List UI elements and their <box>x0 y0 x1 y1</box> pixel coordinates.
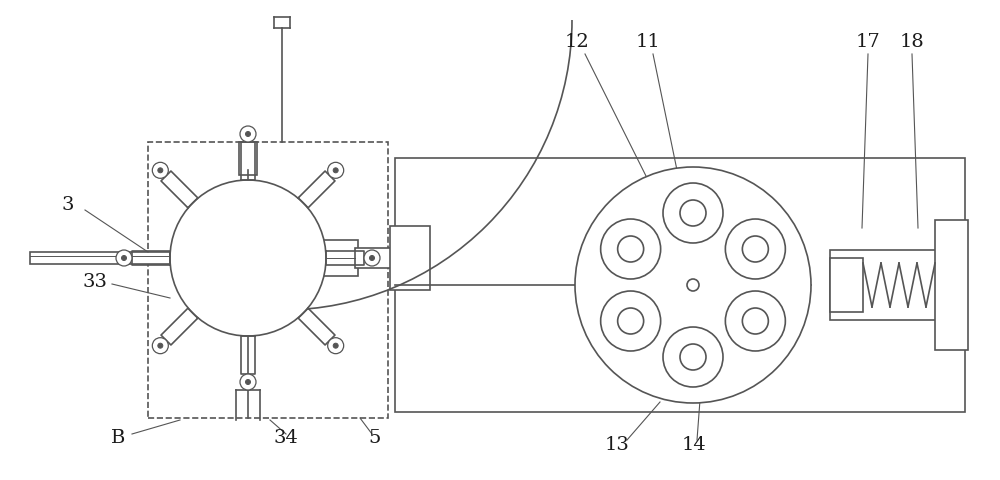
Text: B: B <box>111 429 125 447</box>
Text: 11: 11 <box>636 33 660 51</box>
Bar <box>318 240 358 276</box>
Text: 34: 34 <box>274 429 298 447</box>
Circle shape <box>680 200 706 226</box>
Bar <box>935 220 968 350</box>
Circle shape <box>240 374 256 390</box>
Circle shape <box>245 380 250 384</box>
Circle shape <box>170 180 326 336</box>
Circle shape <box>158 343 163 348</box>
Circle shape <box>663 183 723 243</box>
Circle shape <box>246 132 250 136</box>
Text: 3: 3 <box>62 196 74 214</box>
Bar <box>355 248 395 268</box>
Bar <box>239 142 257 175</box>
Text: 12: 12 <box>565 33 589 51</box>
Circle shape <box>575 167 811 403</box>
Circle shape <box>158 168 163 173</box>
Circle shape <box>680 344 706 370</box>
Circle shape <box>742 236 768 262</box>
Circle shape <box>364 250 380 266</box>
Text: 33: 33 <box>82 273 108 291</box>
Circle shape <box>601 291 661 351</box>
Text: 5: 5 <box>369 429 381 447</box>
Bar <box>830 258 863 312</box>
Bar <box>395 158 965 412</box>
Circle shape <box>328 162 344 178</box>
Circle shape <box>601 219 661 279</box>
Circle shape <box>370 255 374 261</box>
Circle shape <box>152 338 168 354</box>
Circle shape <box>725 219 785 279</box>
Circle shape <box>618 236 644 262</box>
Circle shape <box>618 308 644 334</box>
Circle shape <box>742 308 768 334</box>
Text: 18: 18 <box>900 33 924 51</box>
Bar <box>148 142 388 418</box>
Circle shape <box>687 279 699 291</box>
Bar <box>30 252 170 264</box>
Circle shape <box>333 168 338 173</box>
Circle shape <box>333 343 338 348</box>
Circle shape <box>122 255 126 261</box>
Circle shape <box>240 126 256 142</box>
Circle shape <box>152 162 168 178</box>
Circle shape <box>725 291 785 351</box>
Circle shape <box>116 250 132 266</box>
Circle shape <box>328 338 344 354</box>
Circle shape <box>663 327 723 387</box>
Bar <box>830 250 965 320</box>
Text: 17: 17 <box>856 33 880 51</box>
Bar <box>390 226 430 290</box>
Text: 13: 13 <box>605 436 629 454</box>
Text: 14: 14 <box>682 436 706 454</box>
